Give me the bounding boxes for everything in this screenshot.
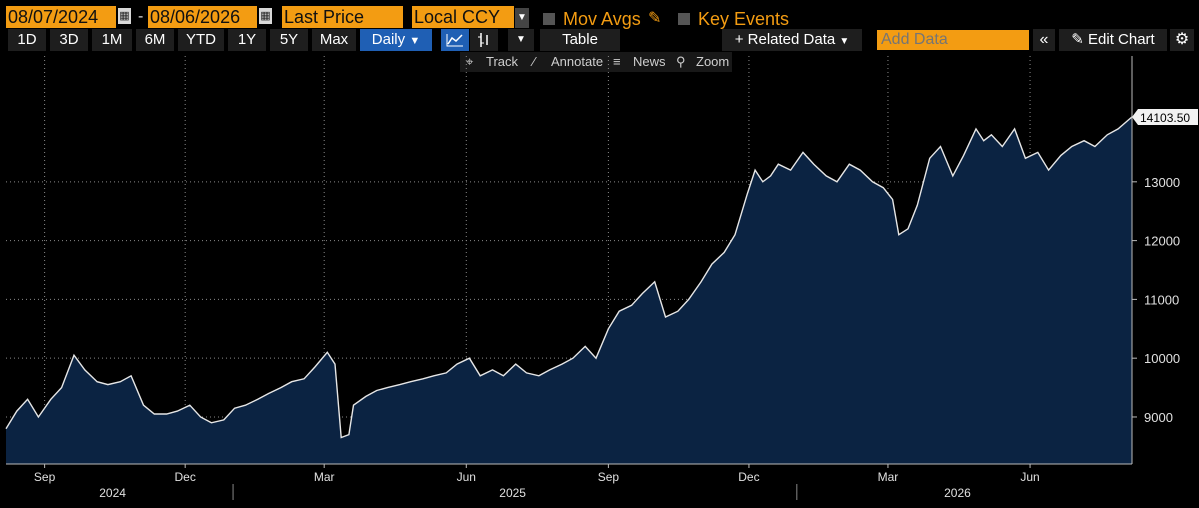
mov-avgs-checkbox[interactable]	[543, 13, 555, 25]
y-axis: 9000 10000 11000 12000 13000	[1131, 56, 1180, 464]
mov-avgs-label[interactable]: Mov Avgs	[563, 9, 641, 29]
track-button[interactable]: Track	[486, 54, 519, 69]
annotate-button[interactable]: Annotate	[551, 54, 604, 69]
chart-type-dropdown-icon[interactable]: ▼	[508, 29, 534, 51]
table-button[interactable]: Table	[540, 29, 620, 51]
crosshair-icon[interactable]: ⌖	[466, 54, 474, 69]
last-price-badge	[1132, 108, 1198, 125]
range-1m-button[interactable]: 1M	[92, 29, 132, 51]
chevron-down-icon: ▼	[839, 36, 850, 47]
year-label: 2026	[944, 486, 971, 500]
key-events-label[interactable]: Key Events	[698, 9, 790, 29]
edit-chart-button[interactable]: ✎ Edit Chart	[1059, 29, 1167, 51]
year-label: 2025	[499, 486, 526, 500]
frequency-label: Daily	[371, 31, 406, 48]
frequency-select[interactable]: Daily ▼	[360, 29, 432, 51]
currency-dropdown-icon[interactable]: ▼	[515, 8, 529, 28]
y-tick-label: 10000	[1144, 351, 1180, 366]
x-tick-label: Mar	[314, 470, 335, 484]
gear-icon[interactable]: ⚙	[1170, 29, 1194, 51]
last-price-label: 14103.50	[1132, 108, 1198, 125]
range-3d-button[interactable]: 3D	[50, 29, 88, 51]
toolbar-row-2: 1D 3D 1M 6M YTD 1Y 5Y Max Daily ▼ ▼ Tabl…	[0, 29, 1199, 51]
bar-chart-icon[interactable]	[470, 29, 498, 51]
end-calendar-icon[interactable]: ▦	[259, 8, 272, 24]
x-axis: Sep Dec Mar Jun Sep Dec Mar Jun 2024 2025 2026	[6, 463, 1132, 500]
range-max-button[interactable]: Max	[312, 29, 356, 51]
x-tick-label: Jun	[1020, 470, 1039, 484]
news-button[interactable]: News	[633, 54, 666, 69]
x-tick-label: Jun	[457, 470, 476, 484]
currency-select[interactable]: Local CCY	[412, 6, 514, 28]
year-label: 2024	[99, 486, 126, 500]
toolbar-row-1: 08/07/2024 ▦ - 08/06/2026 ▦ Last Price L…	[0, 4, 1199, 29]
zoom-button[interactable]: Zoom	[696, 54, 730, 69]
add-data-input[interactable]	[877, 30, 1029, 50]
price-line	[5, 116, 1133, 439]
range-ytd-button[interactable]: YTD	[178, 29, 224, 51]
chart-tools-bar: ⌖ Track ∕ Annotate ≡ News ⚲ Zoom	[460, 52, 732, 72]
y-tick-label: 12000	[1144, 234, 1180, 249]
line-chart-icon[interactable]	[441, 29, 469, 51]
price-field-select[interactable]: Last Price	[282, 6, 403, 28]
key-events-checkbox[interactable]	[678, 13, 690, 25]
y-tick-label: 13000	[1144, 175, 1180, 190]
zoom-icon[interactable]: ⚲	[676, 54, 686, 69]
chevron-down-icon: ▼	[409, 35, 421, 47]
edit-chart-label: Edit Chart	[1088, 31, 1155, 48]
x-tick-label: Mar	[878, 470, 899, 484]
x-tick-label: Sep	[598, 470, 620, 484]
date-separator: -	[138, 8, 144, 25]
x-tick-label: Sep	[34, 470, 56, 484]
start-date-field[interactable]: 08/07/2024	[6, 6, 116, 28]
collapse-icon[interactable]: «	[1033, 29, 1055, 51]
last-price-text: 14103.50	[1140, 111, 1190, 125]
range-1d-button[interactable]: 1D	[8, 29, 46, 51]
related-data-dropdown[interactable]: + Related Data ▼	[722, 29, 862, 51]
range-6m-button[interactable]: 6M	[136, 29, 174, 51]
start-calendar-icon[interactable]: ▦	[118, 8, 131, 24]
x-tick-label: Dec	[738, 470, 759, 484]
related-data-label: + Related Data	[734, 31, 836, 48]
range-5y-button[interactable]: 5Y	[270, 29, 308, 51]
annotate-icon[interactable]: ∕	[533, 54, 536, 69]
x-tick-label: Dec	[174, 470, 195, 484]
range-1y-button[interactable]: 1Y	[228, 29, 266, 51]
pencil-icon[interactable]: ✎	[648, 10, 662, 27]
price-area	[6, 116, 1132, 465]
y-tick-label: 11000	[1144, 292, 1179, 307]
pencil-icon: ✎	[1071, 31, 1089, 48]
end-date-field[interactable]: 08/06/2026	[148, 6, 257, 28]
y-tick-label: 9000	[1144, 410, 1173, 425]
news-icon[interactable]: ≡	[613, 54, 621, 69]
